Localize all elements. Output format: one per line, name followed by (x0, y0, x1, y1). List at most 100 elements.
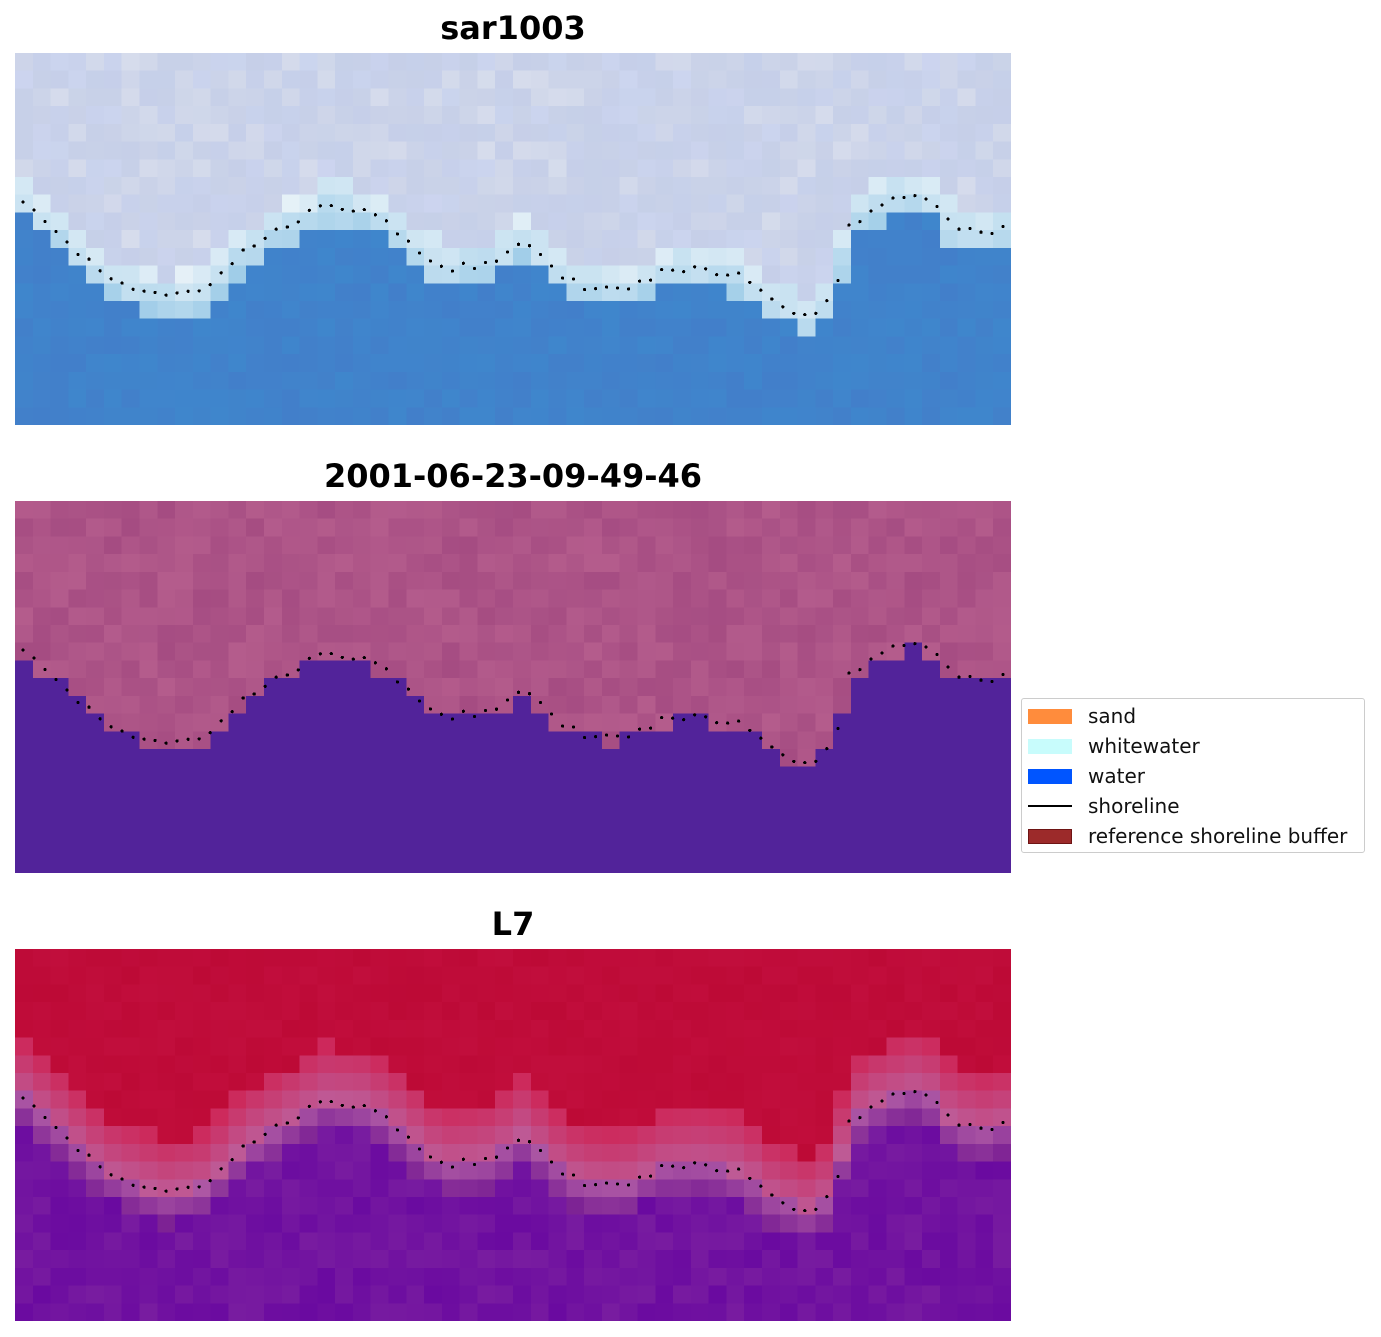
pixel-cell (15, 1055, 34, 1074)
shoreline-point (516, 1138, 521, 1142)
pixel-cell (957, 1108, 977, 1127)
pixel-cell (779, 1214, 799, 1234)
pixel-cell (708, 625, 728, 644)
pixel-cell (815, 984, 834, 1003)
pixel-cell (833, 1179, 852, 1198)
pixel-cell (886, 678, 905, 697)
pixel-cell (548, 1250, 567, 1269)
pixel-cell (726, 88, 745, 107)
pixel-cell (68, 784, 87, 803)
pixel-cell (939, 984, 959, 1003)
pixel-cell (850, 1267, 870, 1287)
pixel-cell (513, 301, 532, 320)
pixel-cell (601, 1250, 621, 1269)
pixel-cell (619, 660, 639, 679)
pixel-cell (477, 1161, 496, 1180)
pixel-cell (32, 554, 52, 573)
pixel-cell (264, 949, 283, 968)
pixel-cell (192, 1267, 212, 1287)
shoreline-point (307, 1104, 311, 1108)
pixel-cell (495, 1073, 514, 1092)
pixel-cell (762, 1143, 781, 1163)
pixel-cell (655, 837, 674, 856)
pixel-cell (957, 660, 977, 679)
pixel-cell (779, 501, 799, 520)
pixel-cell (939, 678, 959, 697)
pixel-cell (210, 70, 230, 90)
pixel-cell (957, 177, 977, 196)
pixel-cell (708, 642, 728, 662)
pixel-cell (139, 371, 158, 391)
pixel-cell (335, 571, 354, 591)
pixel-cell (779, 1090, 799, 1110)
pixel-cell (477, 642, 496, 662)
pixel-cell (548, 1267, 567, 1287)
pixel-cell (103, 1179, 123, 1198)
pixel-cell (673, 1002, 692, 1021)
shoreline-point (164, 1189, 168, 1193)
pixel-cell (477, 265, 496, 284)
pixel-cell (904, 159, 923, 178)
pixel-cell (86, 1197, 105, 1216)
pixel-cell (157, 966, 176, 986)
pixel-cell (424, 518, 443, 538)
pixel-cell (299, 1267, 318, 1287)
pixel-cell (264, 247, 283, 267)
pixel-cell (939, 123, 959, 143)
pixel-cell (175, 660, 194, 679)
pixel-cell (619, 855, 639, 873)
pixel-cell (762, 301, 781, 320)
pixel-cell (246, 660, 265, 679)
pixel-cell (833, 1143, 852, 1163)
pixel-cell (922, 1303, 941, 1321)
pixel-cell (317, 159, 336, 178)
pixel-cell (726, 1197, 745, 1216)
pixel-cell (886, 336, 905, 355)
pixel-cell (210, 1126, 230, 1145)
pixel-cell (335, 501, 354, 520)
pixel-cell (833, 966, 852, 986)
legend-swatch-sand (1028, 708, 1072, 724)
pixel-cell (86, 1037, 105, 1056)
pixel-cell (139, 1303, 158, 1321)
pixel-cell (673, 1126, 692, 1145)
pixel-cell (637, 1232, 656, 1251)
pixel-cell (424, 1179, 443, 1198)
pixel-cell (708, 389, 728, 408)
pixel-cell (317, 660, 336, 679)
pixel-cell (228, 141, 247, 160)
pixel-cell (584, 407, 603, 425)
pixel-cell (477, 678, 496, 697)
pixel-cell (726, 70, 745, 90)
pixel-cell (744, 106, 763, 125)
pixel-cell (762, 1250, 781, 1269)
pixel-cell (121, 70, 141, 90)
pixel-cell (335, 177, 354, 196)
pixel-cell (406, 501, 425, 520)
pixel-cell (370, 212, 390, 231)
pixel-cell (459, 247, 479, 267)
pixel-cell (281, 837, 301, 856)
pixel-cell (513, 731, 532, 750)
pixel-cell (744, 554, 763, 573)
pixel-cell (477, 371, 496, 391)
pixel-cell (601, 784, 621, 803)
pixel-cell (939, 318, 959, 338)
pixel-cell (815, 336, 834, 355)
pixel-cell (175, 837, 194, 856)
pixel-cell (388, 106, 407, 125)
pixel-cell (619, 1267, 639, 1287)
pixel-cell (548, 837, 567, 856)
pixel-cell (601, 371, 621, 391)
pixel-cell (388, 837, 407, 856)
pixel-cell (388, 159, 407, 178)
pixel-cell (815, 318, 834, 338)
pixel-cell (744, 159, 763, 178)
pixel-cell (388, 802, 407, 821)
pixel-cell (15, 177, 34, 196)
pixel-cell (175, 354, 194, 373)
pixel-cell (548, 766, 567, 786)
pixel-cell (655, 966, 674, 986)
shoreline-point (230, 1158, 234, 1162)
pixel-cell (50, 1108, 69, 1127)
